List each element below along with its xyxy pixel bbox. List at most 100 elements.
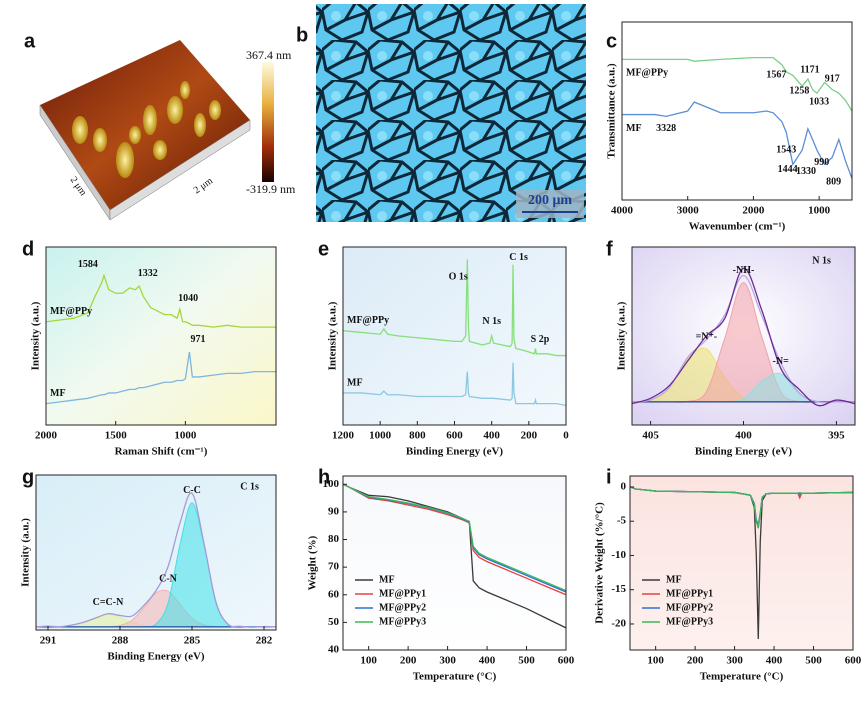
annotation: N 1s (812, 256, 831, 267)
annotation: 1258 (789, 86, 809, 97)
y-tick-label: -15 (611, 583, 626, 595)
chart-panel: e MF@PPy MF 1200 1000 800 600 400 200 0 Binding En… (318, 238, 569, 457)
x-tick-label: 405 (642, 430, 659, 442)
y-tick-label: 40 (328, 644, 340, 656)
panel-letter: d (22, 238, 34, 260)
plot-background (622, 22, 852, 200)
annotation: 917 (825, 73, 840, 84)
scale-bar-label: 200 μm (528, 193, 572, 208)
x-tick-label: 291 (40, 635, 57, 647)
chart-panel: f =N⁺- -NH- -N= 405 400 395 Binding Energy (eV)… (606, 238, 856, 458)
series-line (36, 492, 276, 628)
series-line (622, 56, 852, 112)
plot-background (630, 476, 853, 650)
series-label: MF@PPy (626, 68, 668, 79)
x-tick-label: 4000 (611, 205, 634, 217)
plot-area (632, 267, 855, 407)
panel-letter: g (22, 466, 34, 488)
annotation: 1332 (138, 268, 158, 279)
series-label: MF (50, 388, 66, 399)
micrograph-image (316, 4, 586, 222)
y-axis-label: Weight (%) (307, 535, 319, 590)
y-tick-label: -20 (611, 617, 626, 629)
x-tick-label: 600 (558, 655, 575, 667)
micrograph: b 200 μm (296, 4, 586, 222)
panel-letter: c (606, 30, 617, 52)
plot-area (343, 483, 566, 629)
annotation: 1543 (776, 144, 796, 155)
x-tick-label: 1000 (174, 430, 197, 442)
component-label: -NH- (733, 265, 755, 276)
x-axis-label: Temperature (°C) (700, 671, 784, 683)
annotation: C 1s (509, 252, 528, 263)
x-tick-label: 2000 (742, 205, 765, 217)
annotation: O 1s (449, 272, 468, 283)
y-tick-label: 70 (328, 561, 340, 573)
annotation: 1033 (809, 96, 829, 107)
legend-label: MF@PPy1 (379, 588, 426, 599)
x-tick-label: 1200 (332, 430, 355, 442)
colorbar-max: 367.4 nm (246, 48, 292, 62)
legend-label: MF@PPy2 (379, 602, 426, 613)
plot-area (36, 492, 276, 628)
x-axis-label: Temperature (°C) (413, 671, 497, 683)
legend-label: MF@PPy3 (666, 616, 713, 627)
x-tick-label: 200 (400, 655, 417, 667)
y-axis-label: Intensity (a.u.) (327, 301, 339, 370)
x-tick-label: 0 (563, 430, 569, 442)
y-axis-label: Intensity (a.u.) (30, 301, 42, 370)
x-tick-label: 400 (735, 430, 752, 442)
x-tick-label: 300 (726, 655, 743, 667)
component-label: C-N (159, 574, 178, 585)
y-axis-label: Intensity (a.u.) (20, 518, 32, 587)
panel-letter: i (606, 466, 612, 488)
annotation: N 1s (482, 316, 501, 327)
chart-panel: c MF@PPy MF 4000 3000 2000 1000 Wavenumber (cm⁻… (606, 21, 853, 233)
colorbar (262, 62, 274, 182)
y-axis-label: Intensity (a.u.) (616, 301, 628, 370)
component-label: =N⁺- (696, 331, 718, 342)
x-tick-label: 600 (446, 430, 463, 442)
annotation: 990 (814, 157, 829, 168)
annotation: 1584 (78, 259, 98, 270)
y-axis-label: Derivative Weight (%/°C) (594, 502, 606, 624)
legend-label: MF (666, 574, 682, 585)
x-tick-label: 400 (766, 655, 783, 667)
x-tick-label: 600 (845, 655, 862, 667)
chart-panel: g C=C-N C-N C-C 291 288 285 282 Binding Energy (… (20, 466, 277, 663)
x-tick-label: 288 (112, 635, 129, 647)
y-tick-label: -10 (611, 549, 626, 561)
y-tick-label: -5 (617, 515, 627, 527)
annotation: C 1s (240, 482, 259, 493)
series-line (343, 259, 566, 357)
annotation: 1040 (178, 293, 198, 304)
x-tick-label: 400 (483, 430, 500, 442)
plot-frame (45, 246, 277, 426)
x-tick-label: 200 (687, 655, 704, 667)
series-line (343, 483, 566, 596)
plot-background (46, 247, 276, 425)
x-tick-label: 100 (647, 655, 664, 667)
series-line (632, 267, 855, 407)
x-axis-label: Raman Shift (cm⁻¹) (115, 446, 208, 458)
plot-frame (621, 21, 853, 201)
annotation: 971 (190, 334, 205, 345)
x-tick-label: 3000 (677, 205, 700, 217)
legend-label: MF@PPy2 (666, 602, 713, 613)
annotation: S 2p (531, 334, 550, 345)
chart-panel: d MF@PPy MF 2000 1500 1000 Raman Shift (cm⁻¹) I… (22, 238, 277, 458)
plot-area (343, 259, 566, 407)
series-line (46, 273, 276, 328)
y-tick-label: 80 (328, 533, 340, 545)
annotation: 1171 (800, 64, 819, 75)
panel-letter: f (606, 238, 613, 260)
legend-label: MF@PPy3 (379, 616, 426, 627)
series-label: MF@PPy (347, 315, 389, 326)
panel-letter: b (296, 24, 308, 46)
y-tick-label: 90 (328, 505, 340, 517)
chart-panel: i 100 200 300 400 500 600 0 -5 -10 -15 -20 Temperatu… (594, 466, 862, 682)
annotation: 1330 (796, 166, 816, 177)
